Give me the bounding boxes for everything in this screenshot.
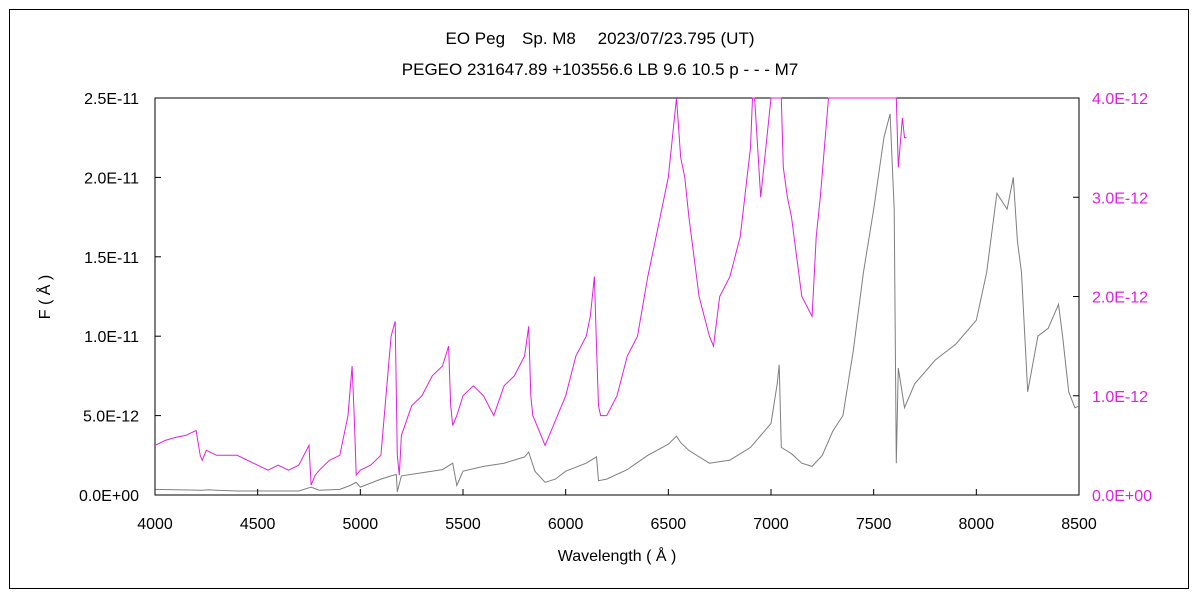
x-tick-label: 8500: [1061, 516, 1097, 533]
y-left-tick-label: 1.0E-11: [84, 329, 139, 346]
y-right-tick-label: 4.0E-12: [1092, 91, 1148, 108]
chart-title: EO Peg Sp. M8 2023/07/23.795 (UT): [446, 29, 755, 48]
y-right-tick-label: 2.0E-12: [1092, 290, 1148, 307]
chart-subtitle: PEGEO 231647.89 +103556.6 LB 9.6 10.5 p …: [402, 60, 798, 79]
y-right-tick-label: 1.0E-12: [1092, 389, 1148, 406]
y-left-tick-label: 5.0E-12: [83, 409, 139, 426]
x-tick-label: 7000: [753, 516, 789, 533]
x-axis-ticks: 4000 4500 5000 5500 6000 6500 7000 7500 8000 8500: [137, 489, 1097, 533]
y-axis-label: F ( Å ): [35, 275, 54, 319]
y-left-tick-label: 2.5E-11: [84, 91, 139, 108]
chart-frame: [9, 9, 1189, 589]
y-left-tick-label: 1.5E-11: [84, 250, 139, 267]
x-tick-label: 5500: [445, 516, 481, 533]
x-tick-label: 6000: [548, 516, 584, 533]
x-axis-label: Wavelength ( Å ): [558, 546, 677, 565]
series-layer: [154, 97, 1080, 492]
x-tick-label: 5000: [343, 516, 379, 533]
x-tick-label: 6500: [651, 516, 687, 533]
y-left-tick-label: 2.0E-11: [84, 170, 139, 187]
x-tick-label: 8000: [959, 516, 995, 533]
series-line-right-axis: [154, 97, 907, 486]
x-tick-label: 7500: [856, 516, 892, 533]
plot-area: [154, 97, 1080, 496]
x-tick-label: 4000: [137, 516, 173, 533]
x-tick-label: 4500: [240, 516, 276, 533]
y-right-tick-label: 0.0E+00: [1092, 488, 1152, 505]
y-right-axis-ticks: 0.0E+00 1.0E-12 2.0E-12 3.0E-12 4.0E-12: [1073, 91, 1152, 505]
y-right-tick-label: 3.0E-12: [1092, 190, 1148, 207]
y-left-tick-label: 0.0E+00: [79, 488, 139, 505]
y-left-axis-ticks: 0.0E+00 5.0E-12 1.0E-11 1.5E-11 2.0E-11 2.5E-…: [79, 91, 161, 505]
series-line-left-axis: [154, 113, 1080, 492]
